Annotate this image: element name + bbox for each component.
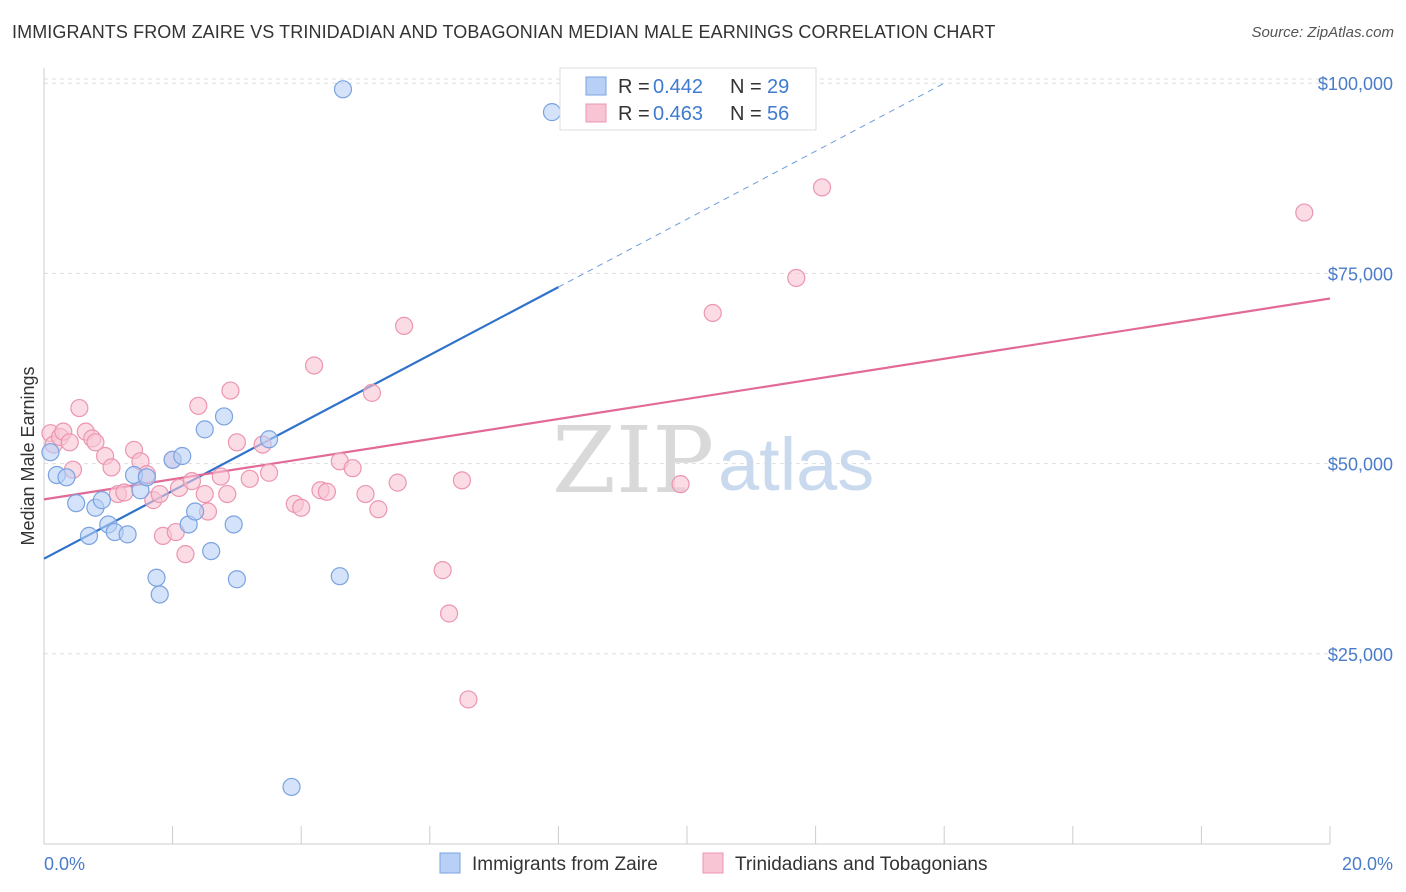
point-zaire	[118, 525, 137, 544]
series-legend: Immigrants from Zaire Trinidadians and T…	[439, 852, 987, 875]
point-trinidad	[150, 484, 169, 504]
x-tick-label: 20.0%	[1342, 854, 1393, 874]
point-trinidad	[60, 433, 79, 452]
point-trinidad	[240, 469, 259, 488]
point-trinidad	[452, 471, 472, 490]
point-zaire	[57, 468, 76, 487]
point-trinidad	[433, 561, 452, 580]
y-tick-label: $75,000	[1328, 264, 1393, 284]
point-trinidad	[195, 484, 214, 504]
point-zaire	[79, 526, 99, 545]
point-trinidad	[671, 475, 690, 494]
stats-r-label-blue: R =	[618, 76, 650, 98]
point-trinidad	[343, 459, 362, 478]
stats-r-label-pink: R =	[618, 103, 650, 125]
data-points	[41, 80, 1314, 797]
point-trinidad	[394, 316, 414, 336]
point-zaire	[67, 494, 86, 513]
point-trinidad	[388, 473, 407, 492]
chart-title: IMMIGRANTS FROM ZAIRE VS TRINIDADIAN AND…	[12, 22, 996, 42]
y-axis-label: Median Male Earnings	[18, 366, 38, 545]
source-credit: Source: ZipAtlas.com	[1251, 24, 1394, 41]
point-trinidad	[292, 498, 311, 517]
point-trinidad	[356, 484, 375, 504]
point-zaire	[41, 443, 60, 462]
point-trinidad	[221, 381, 240, 400]
point-zaire	[224, 515, 243, 534]
legend-label-trinidad: Trinidadians and Tobagonians	[735, 854, 987, 875]
stats-n-value-pink: 56	[767, 103, 789, 125]
watermark-zip: ZIP	[552, 407, 714, 514]
point-trinidad	[182, 472, 201, 491]
point-trinidad	[70, 398, 89, 418]
trend-line-trinidad	[43, 297, 1331, 501]
point-zaire	[214, 407, 234, 426]
point-trinidad	[211, 467, 230, 486]
point-trinidad	[362, 383, 382, 402]
y-tick-label: $50,000	[1328, 455, 1393, 475]
point-trinidad	[439, 604, 459, 623]
point-trinidad	[369, 500, 388, 519]
y-tick-label: $100,000	[1318, 74, 1393, 94]
point-trinidad	[812, 178, 832, 197]
tick-labels: $25,000 $50,000 $75,000 $100,000 0.0% 20.0%	[44, 74, 1393, 874]
stats-r-value-blue: 0.442	[653, 76, 703, 98]
point-zaire	[542, 103, 562, 122]
x-tick-label: 0.0%	[44, 854, 85, 874]
point-trinidad	[102, 458, 121, 477]
point-zaire	[259, 430, 279, 449]
legend-swatch-zaire	[439, 852, 461, 874]
point-trinidad	[787, 268, 806, 288]
point-trinidad	[1295, 203, 1314, 222]
stats-n-label-blue: N =	[730, 76, 762, 98]
point-trinidad	[227, 433, 246, 452]
point-zaire	[173, 446, 192, 466]
watermark-atlas: atlas	[718, 423, 874, 506]
trend-line-zaire-extension	[558, 82, 945, 288]
legend-swatch-trinidad	[702, 852, 724, 874]
point-trinidad	[189, 396, 208, 415]
point-trinidad	[218, 484, 237, 504]
point-trinidad	[86, 433, 105, 452]
point-trinidad	[176, 545, 195, 564]
point-zaire	[186, 502, 205, 521]
point-zaire	[333, 80, 353, 99]
trend-line-zaire	[43, 286, 559, 560]
stats-r-value-pink: 0.463	[653, 103, 703, 125]
stats-n-label-pink: N =	[730, 103, 762, 125]
trend-lines	[43, 82, 1331, 560]
stats-swatch-blue	[585, 76, 607, 96]
point-zaire	[282, 777, 301, 797]
stats-swatch-pink	[585, 103, 607, 123]
watermark: ZIP atlas	[552, 407, 874, 514]
point-trinidad	[115, 483, 134, 502]
point-trinidad	[459, 690, 478, 709]
point-trinidad	[703, 303, 722, 323]
stats-legend: R = 0.442 N = 29 R = 0.463 N = 56	[559, 67, 817, 131]
y-tick-label: $25,000	[1328, 645, 1393, 665]
point-zaire	[227, 570, 246, 589]
point-trinidad	[259, 463, 279, 482]
point-trinidad	[304, 356, 324, 375]
point-zaire	[150, 585, 169, 604]
point-zaire	[147, 568, 166, 587]
stats-n-value-blue: 29	[767, 76, 789, 98]
point-trinidad	[317, 482, 337, 501]
point-zaire	[137, 468, 156, 487]
legend-label-zaire: Immigrants from Zaire	[472, 854, 658, 875]
point-zaire	[202, 541, 221, 561]
point-zaire	[195, 420, 214, 439]
point-zaire	[330, 567, 349, 586]
point-zaire	[92, 491, 111, 510]
